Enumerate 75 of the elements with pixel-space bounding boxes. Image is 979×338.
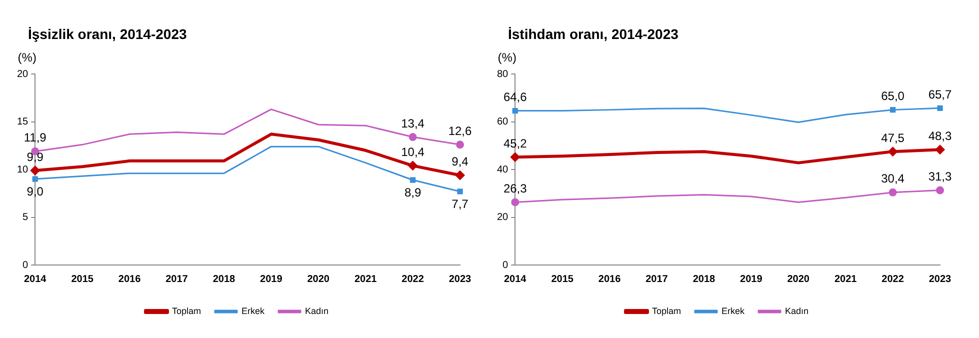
legend-label: Kadın (785, 306, 809, 316)
point (457, 188, 463, 194)
point (410, 177, 416, 183)
y-tick-label: 20 (17, 68, 29, 80)
y-tick-label: 0 (22, 260, 29, 271)
point (510, 152, 520, 162)
x-tick-label: 2019 (740, 274, 763, 285)
legend-label: Toplam (652, 306, 681, 316)
data-label: 30,4 (881, 172, 905, 186)
x-tick-label: 2015 (551, 274, 574, 285)
data-label: 12,6 (448, 124, 472, 138)
x-tick-label: 2019 (260, 274, 283, 285)
point (32, 176, 38, 182)
point (511, 198, 520, 206)
point (512, 108, 518, 114)
data-label: 8,9 (404, 185, 422, 200)
x-tick-label: 2017 (166, 274, 188, 285)
data-label: 11,9 (24, 130, 47, 145)
point (408, 160, 418, 171)
data-label: 9,9 (26, 150, 44, 164)
y-tick-label: 80 (497, 68, 509, 80)
x-tick-label: 2016 (118, 274, 142, 285)
chart-title: İstihdam oranı, 2014-2023 (508, 26, 680, 44)
x-tick-label: 2014 (24, 274, 47, 285)
y-tick-label: 60 (497, 116, 509, 128)
y-axis-title: (%) (498, 50, 516, 64)
data-label: 9,4 (452, 154, 469, 169)
data-label: 13,4 (401, 116, 425, 130)
data-label: 65,7 (928, 87, 952, 102)
data-label: 64,6 (503, 90, 528, 104)
x-tick-label: 2021 (354, 274, 378, 285)
point (935, 144, 945, 155)
data-label: 45,2 (503, 136, 528, 150)
y-axis-title: (%) (18, 50, 36, 64)
y-tick-label: 40 (497, 164, 509, 176)
chart-title: İşsizlik oranı, 2014-2023 (28, 26, 188, 44)
x-tick-label: 2015 (71, 274, 94, 285)
legend-label: Erkek (721, 306, 745, 316)
x-tick-label: 2018 (212, 274, 236, 285)
point (936, 186, 944, 194)
data-label: 31,3 (928, 170, 952, 184)
x-tick-label: 2023 (928, 274, 952, 285)
point (456, 140, 464, 149)
x-tick-label: 2016 (598, 274, 622, 285)
x-tick-label: 2014 (504, 274, 527, 285)
x-tick-label: 2022 (882, 274, 904, 285)
y-tick-label: 15 (17, 116, 29, 128)
x-tick-label: 2020 (787, 274, 810, 285)
y-tick-label: 20 (497, 212, 509, 223)
y-tick-label: 0 (502, 260, 509, 271)
data-label: 65,0 (881, 89, 905, 104)
point (890, 106, 896, 113)
x-tick-label: 2020 (307, 274, 330, 285)
data-label: 26,3 (503, 182, 528, 196)
point (30, 165, 40, 176)
point (888, 146, 898, 157)
x-tick-label: 2017 (646, 274, 668, 285)
data-label: 47,5 (881, 130, 905, 145)
x-tick-label: 2021 (834, 274, 858, 285)
point (455, 170, 465, 180)
data-label: 48,3 (928, 128, 952, 143)
x-tick-label: 2022 (402, 274, 424, 285)
point (408, 133, 417, 142)
legend-label: Erkek (241, 306, 265, 316)
data-label: 9,0 (26, 184, 44, 198)
point (888, 188, 897, 196)
point (937, 105, 943, 111)
legend-label: Toplam (172, 306, 201, 316)
legend-label: Kadın (305, 306, 329, 316)
x-tick-label: 2018 (692, 274, 716, 285)
data-label: 10,4 (401, 144, 425, 159)
y-tick-label: 10 (17, 164, 29, 176)
x-tick-label: 2023 (448, 274, 472, 285)
data-label: 7,7 (452, 196, 469, 211)
y-tick-label: 5 (22, 212, 29, 223)
